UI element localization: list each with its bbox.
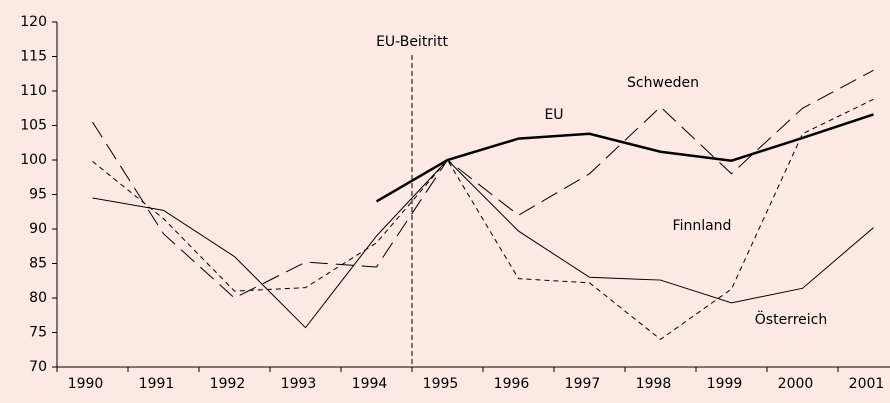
x-tick-label: 1997 — [565, 376, 601, 392]
x-tick-label: 1992 — [210, 376, 246, 392]
y-tick-label: 85 — [29, 256, 47, 272]
line-series — [92, 98, 874, 341]
series-label: EU — [544, 107, 563, 123]
y-tick-label: 115 — [20, 49, 47, 65]
annotation: EU-Beitritt — [376, 34, 448, 50]
x-tick-label: 1990 — [68, 376, 104, 392]
x-tick-label: 1994 — [352, 376, 388, 392]
y-tick-label: 100 — [20, 152, 47, 168]
y-tick-label: 120 — [20, 14, 47, 30]
line-series — [375, 113, 874, 203]
y-tick-label: 75 — [29, 325, 47, 341]
x-tick-label: 2001 — [849, 376, 885, 392]
x-tick-label: 1993 — [281, 376, 317, 392]
y-tick-label: 80 — [29, 290, 47, 306]
series-label: Österreich — [755, 310, 827, 328]
x-tick-label: 1996 — [494, 376, 530, 392]
y-tick-label: 70 — [29, 359, 47, 375]
x-tick-label: 1998 — [636, 376, 672, 392]
line-series — [92, 69, 874, 299]
x-tick-label: 1995 — [423, 376, 459, 392]
x-tick-label: 2000 — [778, 376, 814, 392]
y-tick-label: 90 — [29, 221, 47, 237]
series-label: Finnland — [673, 218, 732, 234]
y-tick-label: 105 — [20, 118, 47, 134]
x-tick-label: 1999 — [707, 376, 743, 392]
line-series — [92, 159, 874, 329]
y-tick-label: 95 — [29, 187, 47, 203]
x-tick-label: 1991 — [139, 376, 175, 392]
y-tick-label: 110 — [20, 83, 47, 99]
series-label: Schweden — [627, 75, 699, 91]
